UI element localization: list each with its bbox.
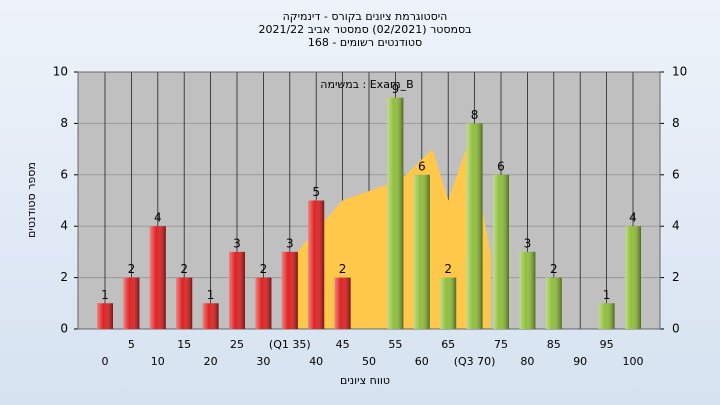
y2-tick-label: 10	[672, 65, 687, 79]
y2-tick-label: 2	[672, 270, 680, 284]
bar-shade	[255, 277, 272, 329]
value-label: 2	[444, 262, 452, 276]
value-label: 8	[471, 108, 479, 122]
x-tick-label: 10	[151, 355, 165, 368]
bar-shade	[519, 251, 536, 329]
value-label: 3	[524, 236, 532, 250]
bar-shade	[625, 226, 641, 329]
bar-shade	[334, 277, 351, 329]
bar-shade	[202, 303, 219, 329]
x-tick-label: 80	[520, 355, 534, 368]
value-label: 2	[128, 262, 136, 276]
bar-shade	[545, 277, 562, 329]
value-label: 1	[603, 288, 611, 302]
x-tick-label: 30	[256, 355, 270, 368]
y-tick-label: 0	[60, 322, 68, 336]
bar-shade	[176, 277, 193, 329]
value-label: 1	[101, 288, 109, 302]
chart-title: היסטוגרמת ציונים בקורס - דינמיקה	[283, 10, 448, 23]
x-tick-label: 20	[204, 355, 218, 368]
y2-tick-label: 6	[672, 167, 680, 181]
y-tick-label: 8	[60, 116, 68, 130]
x-tick-label: (Q3 70)	[454, 355, 496, 368]
plot-border	[77, 71, 661, 330]
chart-subtitle: בסמסטר (02/2021) סמסטר אביב 2021/22	[258, 23, 471, 36]
x-tick-label: 95	[600, 338, 614, 351]
x-tick-label: 25	[230, 338, 244, 351]
value-label: 3	[233, 236, 241, 250]
value-label: 5	[312, 185, 320, 199]
x-tick-label: 15	[177, 338, 191, 351]
bar-shade	[413, 174, 430, 329]
x-tick-label: 90	[573, 355, 587, 368]
bar-shade	[281, 251, 298, 329]
bar-shade	[123, 277, 140, 329]
bar-shade	[97, 303, 113, 329]
y-tick-label: 10	[53, 65, 68, 79]
value-label: 4	[154, 211, 162, 225]
value-label: 6	[497, 159, 505, 173]
bar-shade	[598, 303, 615, 329]
value-label: 2	[550, 262, 558, 276]
x-tick-label: 45	[336, 338, 350, 351]
y-axis-label: מספר סטודנטים	[25, 162, 38, 238]
x-tick-label: (Q1 35)	[269, 338, 311, 351]
x-tick-label: 0	[102, 355, 109, 368]
value-label: 2	[180, 262, 188, 276]
value-label: 9	[392, 82, 400, 96]
annotation: במשימה : Exam_B	[320, 78, 413, 91]
bar-shade	[466, 123, 483, 330]
y-tick-label: 4	[60, 219, 68, 233]
bar-shade	[229, 251, 245, 329]
y-tick-label: 2	[60, 270, 68, 284]
value-label: 1	[207, 288, 215, 302]
chart-subtitle: סטודנטים רשומים - 168	[308, 36, 422, 49]
x-tick-label: 85	[547, 338, 561, 351]
y2-tick-label: 0	[672, 322, 680, 336]
bar-shade	[440, 277, 457, 329]
y-tick-label: 6	[60, 167, 68, 181]
value-label: 6	[418, 159, 426, 173]
value-label: 2	[339, 262, 347, 276]
x-tick-label: 65	[441, 338, 455, 351]
bar-shade	[387, 97, 404, 329]
y2-tick-label: 4	[672, 219, 680, 233]
x-tick-label: 50	[362, 355, 376, 368]
value-label: 3	[286, 236, 294, 250]
x-tick-label: 55	[388, 338, 402, 351]
x-tick-label: 5	[128, 338, 135, 351]
value-label: 4	[629, 211, 637, 225]
x-tick-label: 100	[623, 355, 644, 368]
x-tick-label: 40	[309, 355, 323, 368]
value-label: 2	[260, 262, 268, 276]
bar-shade	[149, 226, 166, 329]
bar-shade	[308, 200, 325, 329]
x-tick-label: 60	[415, 355, 429, 368]
x-tick-label: 75	[494, 338, 508, 351]
y2-tick-label: 8	[672, 116, 680, 130]
x-axis-label: טווח ציונים	[340, 374, 390, 387]
bar-shade	[493, 174, 509, 329]
